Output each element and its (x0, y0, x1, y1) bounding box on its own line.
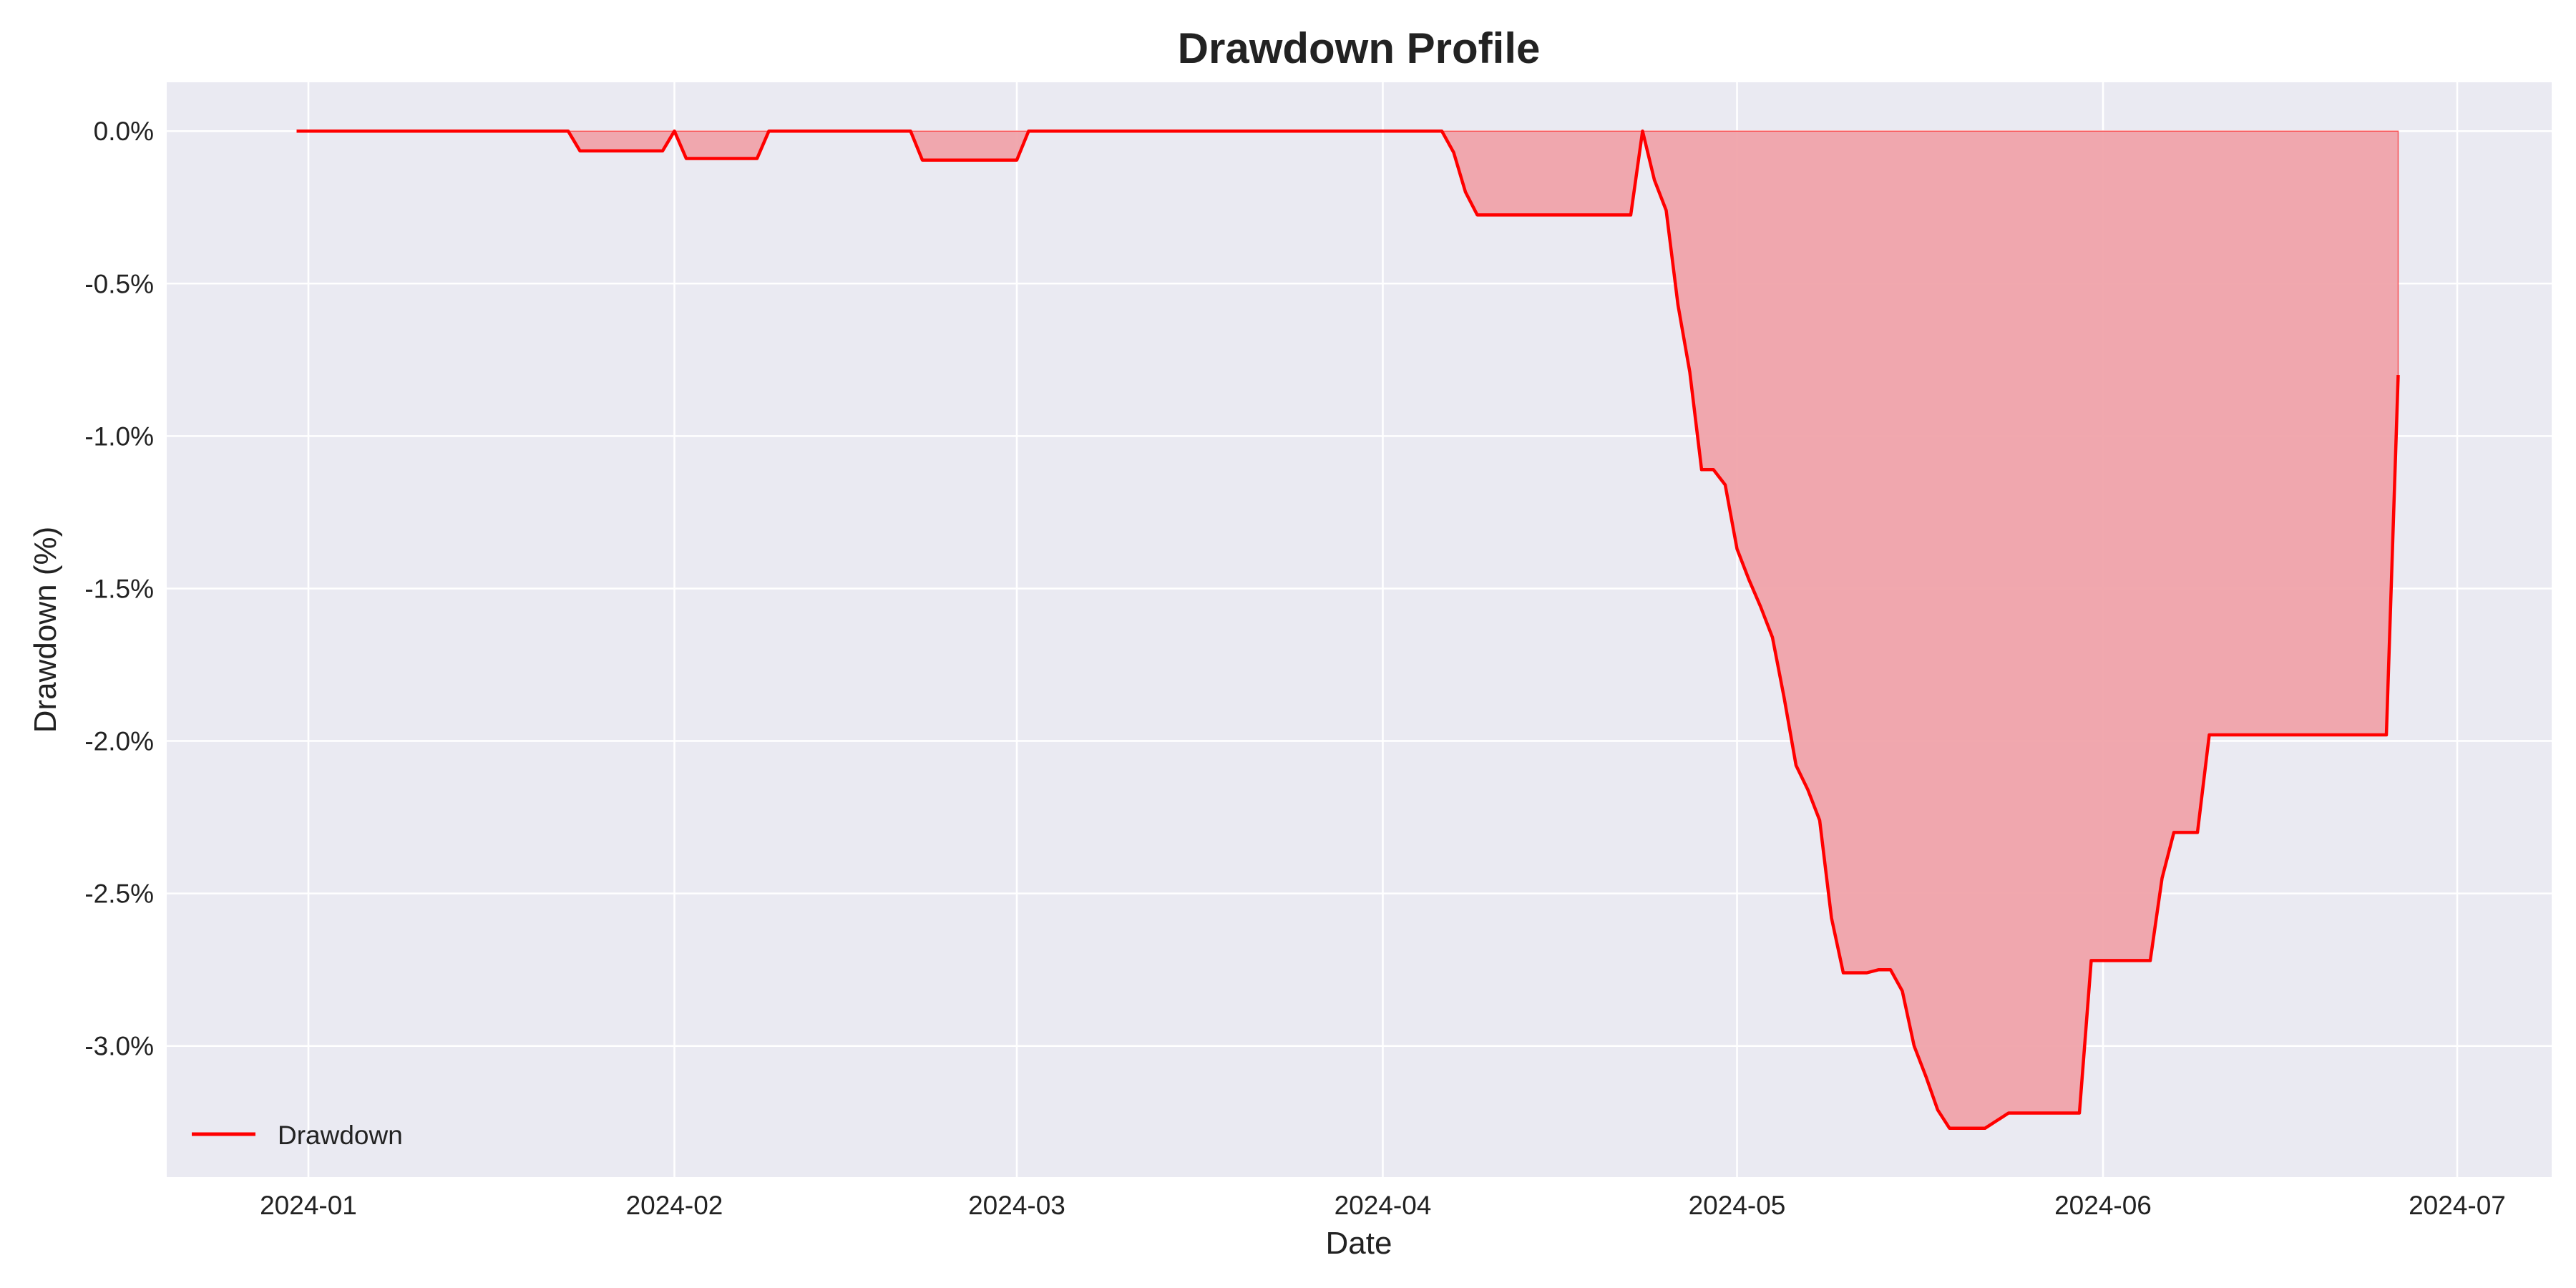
x-axis-title: Date (1326, 1226, 1392, 1261)
x-tick-label: 2024-04 (1335, 1191, 1432, 1220)
x-tick-label: 2024-05 (1689, 1191, 1786, 1220)
x-tick-label: 2024-02 (626, 1191, 723, 1220)
x-axis-ticks: 2024-01 2024-02 2024-03 2024-04 2024-05 2024-… (260, 1191, 2506, 1220)
y-tick-label: -3.0% (84, 1032, 154, 1061)
y-axis-title: Drawdown (%) (28, 527, 63, 733)
chart-title: Drawdown Profile (1178, 24, 1541, 72)
y-tick-label: -0.5% (84, 269, 154, 298)
x-tick-label: 2024-03 (968, 1191, 1065, 1220)
y-tick-label: 0.0% (94, 117, 154, 146)
drawdown-line (296, 129, 2400, 1131)
y-tick-label: -1.0% (84, 421, 154, 451)
y-tick-label: -2.0% (84, 727, 154, 756)
legend-label-drawdown: Drawdown (278, 1121, 403, 1150)
legend: Drawdown (192, 1121, 403, 1150)
y-axis-ticks: 0.0% -0.5% -1.0% -1.5% -2.0% -2.5% -3.0% (84, 117, 154, 1061)
y-tick-label: -1.5% (84, 574, 154, 603)
y-tick-label: -2.5% (84, 879, 154, 909)
x-tick-label: 2024-06 (2054, 1191, 2152, 1220)
x-tick-label: 2024-07 (2409, 1191, 2506, 1220)
x-tick-label: 2024-01 (260, 1191, 357, 1220)
